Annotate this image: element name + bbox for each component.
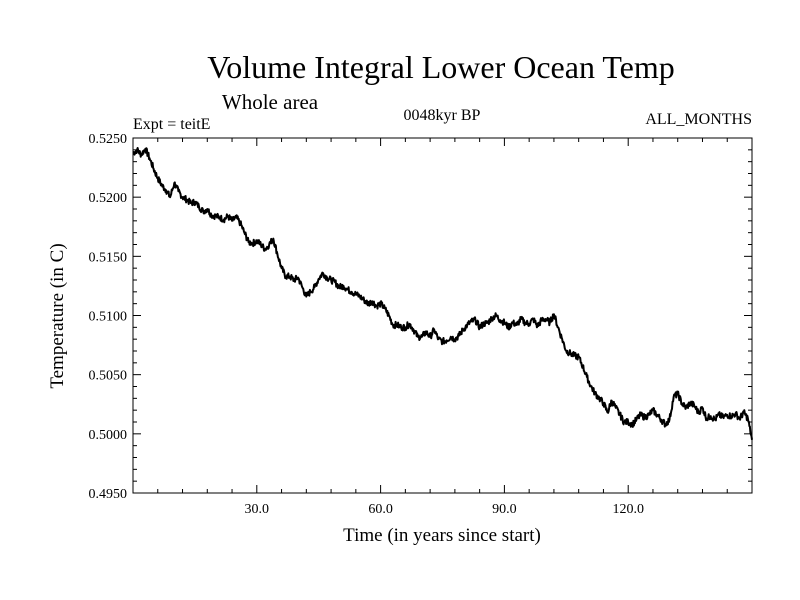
y-axis-label: Temperature (in C) [47,243,68,388]
temperature-series-line [132,147,753,440]
axis-ticks: 0.4950 0.5000 0.5050 0.5100 0.5150 0.5200 0.52… [89,132,752,517]
y-tick-label: 0.4950 [89,487,128,502]
experiment-label: Expt = teitE [133,116,210,133]
plot-area: 0.4950 0.5000 0.5050 0.5100 0.5150 0.5200 0.52… [89,132,753,517]
x-tick-label: 30.0 [245,502,270,517]
y-tick-label: 0.5250 [89,132,128,147]
y-tick-label: 0.5200 [89,191,128,206]
x-tick-label: 120.0 [612,502,644,517]
x-axis-label: Time (in years since start) [343,525,541,546]
chart-subtitle: Whole area [222,90,319,114]
x-tick-label: 90.0 [492,502,517,517]
y-tick-label: 0.5050 [89,369,128,384]
x-tick-label: 60.0 [368,502,393,517]
plot-frame [132,137,753,494]
months-label: ALL_MONTHS [645,111,752,128]
period-label: 0048kyr BP [404,107,481,124]
y-tick-label: 0.5000 [89,428,128,443]
y-tick-label: 0.5150 [89,250,128,265]
chart-title: Volume Integral Lower Ocean Temp [207,49,675,85]
y-tick-label: 0.5100 [89,310,128,325]
